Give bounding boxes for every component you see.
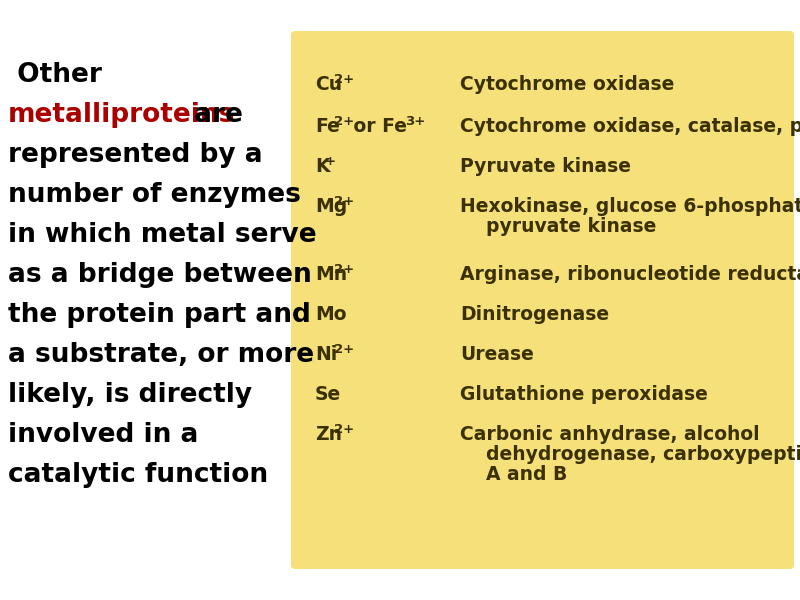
Text: 3+: 3+ <box>405 115 426 128</box>
Text: 2+: 2+ <box>334 73 354 86</box>
Text: Other: Other <box>8 62 102 88</box>
Text: Ni: Ni <box>315 345 338 364</box>
Text: K: K <box>315 157 330 176</box>
Text: in which metal serve: in which metal serve <box>8 222 317 248</box>
Text: Hexokinase, glucose 6-phosphatase,: Hexokinase, glucose 6-phosphatase, <box>460 197 800 216</box>
Text: pyruvate kinase: pyruvate kinase <box>460 217 656 236</box>
Text: Pyruvate kinase: Pyruvate kinase <box>460 157 631 176</box>
Text: number of enzymes: number of enzymes <box>8 182 301 208</box>
Text: Cu: Cu <box>315 75 342 94</box>
Text: 2+: 2+ <box>334 263 354 276</box>
Text: Cytochrome oxidase: Cytochrome oxidase <box>460 75 674 94</box>
Text: or Fe: or Fe <box>346 117 406 136</box>
Text: are: are <box>185 102 243 128</box>
Text: Glutathione peroxidase: Glutathione peroxidase <box>460 385 708 404</box>
Text: Arginase, ribonucleotide reductase: Arginase, ribonucleotide reductase <box>460 265 800 284</box>
Text: catalytic function: catalytic function <box>8 462 268 488</box>
Text: Carbonic anhydrase, alcohol: Carbonic anhydrase, alcohol <box>460 425 760 444</box>
Text: Mn: Mn <box>315 265 347 284</box>
Text: Mg: Mg <box>315 197 347 216</box>
Text: involved in a: involved in a <box>8 422 198 448</box>
Text: Dinitrogenase: Dinitrogenase <box>460 305 609 324</box>
Text: the protein part and: the protein part and <box>8 302 311 328</box>
Text: as a bridge between: as a bridge between <box>8 262 312 288</box>
Text: Zn: Zn <box>315 425 342 444</box>
Text: A and B: A and B <box>460 465 567 484</box>
Text: metalliproteins: metalliproteins <box>8 102 235 128</box>
Text: Cytochrome oxidase, catalase, peroxidase: Cytochrome oxidase, catalase, peroxidase <box>460 117 800 136</box>
Text: +: + <box>325 155 336 168</box>
Text: likely, is directly: likely, is directly <box>8 382 252 408</box>
Text: 2+: 2+ <box>334 423 354 436</box>
Text: 2+: 2+ <box>334 343 354 356</box>
Text: 2+: 2+ <box>334 115 354 128</box>
Text: a substrate, or more: a substrate, or more <box>8 342 314 368</box>
Text: Se: Se <box>315 385 342 404</box>
Text: Fe: Fe <box>315 117 340 136</box>
Text: dehydrogenase, carboxypeptidases: dehydrogenase, carboxypeptidases <box>460 445 800 464</box>
Text: Urease: Urease <box>460 345 534 364</box>
Text: 2+: 2+ <box>334 195 354 208</box>
Text: represented by a: represented by a <box>8 142 262 168</box>
Text: Mo: Mo <box>315 305 346 324</box>
FancyBboxPatch shape <box>291 31 794 569</box>
